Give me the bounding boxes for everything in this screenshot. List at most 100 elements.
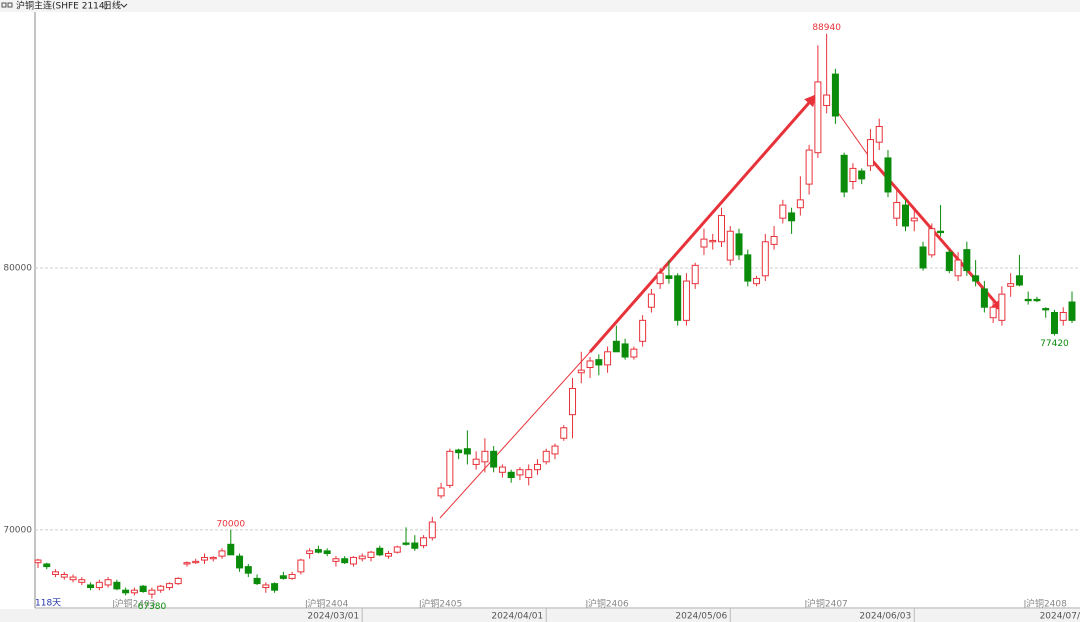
- candle-body: [621, 343, 629, 358]
- candle-body: [928, 228, 936, 256]
- candle-body: [1050, 311, 1058, 334]
- candle-body: [130, 589, 138, 594]
- icon: [7, 2, 13, 8]
- candle-body: [192, 560, 200, 564]
- contract-label: 沪铜2403: [115, 598, 156, 610]
- candle-body: [323, 550, 331, 555]
- candle-body: [805, 149, 813, 185]
- candle-body: [385, 553, 393, 557]
- candle-body: [910, 217, 918, 222]
- candle-body: [577, 369, 585, 374]
- candle-body: [69, 576, 77, 581]
- x-tick-label: 2024/04/01: [491, 612, 543, 622]
- candle-body: [288, 573, 296, 579]
- candle-body: [279, 575, 287, 579]
- candle-body: [227, 543, 235, 556]
- candle-body: [963, 249, 971, 272]
- candle-body: [507, 471, 515, 479]
- dropdown-icon[interactable]: [120, 3, 128, 8]
- candle-body: [139, 585, 147, 592]
- candle-body: [165, 583, 173, 589]
- candle-body: [770, 236, 778, 245]
- period[interactable]: 日线: [103, 0, 121, 12]
- header-bar: [0, 0, 1080, 12]
- candle-body: [271, 583, 279, 591]
- candle-body: [569, 387, 577, 416]
- candle-body: [157, 585, 165, 591]
- candle-body: [735, 233, 743, 256]
- x-tick-label: 2024/07/: [1040, 612, 1080, 622]
- candle-body: [726, 230, 734, 261]
- candle-body: [980, 288, 988, 308]
- candle-body: [60, 573, 68, 578]
- contract-label: 沪铜2405: [421, 598, 462, 610]
- candle-body: [831, 73, 839, 117]
- candle-body: [122, 589, 130, 594]
- candle-body: [236, 555, 244, 569]
- candle-body: [1068, 301, 1076, 321]
- trend-line: [439, 351, 591, 519]
- y-tick-label: 70000: [3, 525, 32, 535]
- candle-body: [972, 275, 980, 282]
- candle-body: [1024, 298, 1032, 302]
- extreme-label: 70000: [216, 519, 245, 529]
- candle-body: [1007, 283, 1015, 287]
- candle-body: [551, 445, 559, 455]
- candle-body: [455, 449, 463, 454]
- candle-body: [1059, 311, 1067, 321]
- symbol-title[interactable]: 沪铜主连(SHFE 2114): [16, 0, 108, 12]
- candle-body: [674, 275, 682, 321]
- candle-body: [95, 581, 103, 589]
- candle-body: [393, 546, 401, 553]
- candle-body: [875, 125, 883, 143]
- icon: [1, 2, 7, 8]
- candle-body: [358, 555, 366, 560]
- day-count: 118天: [35, 599, 61, 609]
- candle-body: [218, 550, 226, 557]
- candle-body: [1033, 298, 1041, 302]
- candle-body: [542, 450, 550, 463]
- candle-body: [78, 579, 86, 583]
- candle-body: [253, 577, 261, 585]
- candle-body: [428, 521, 436, 539]
- candle-body: [174, 577, 182, 585]
- candle-body: [691, 264, 699, 285]
- candle-body: [183, 562, 191, 565]
- candle-body: [647, 293, 655, 308]
- candle-body: [148, 589, 156, 595]
- candle-body: [866, 139, 874, 167]
- contract-label: 沪铜2407: [807, 598, 848, 610]
- candle-body: [43, 563, 51, 568]
- candle-body: [472, 458, 480, 465]
- candle-body: [902, 204, 910, 227]
- candle-body: [744, 254, 752, 282]
- trend-arrow: [588, 94, 817, 353]
- candle-body: [937, 230, 945, 234]
- candle-body: [306, 550, 314, 555]
- candle-body: [665, 275, 673, 279]
- x-tick-label: 2024/05/06: [675, 612, 727, 622]
- candle-body: [200, 556, 208, 561]
- candle-body: [341, 558, 349, 564]
- candle-body: [753, 277, 761, 285]
- candle-body: [709, 239, 717, 243]
- candle-body: [349, 556, 357, 565]
- candle-body: [945, 251, 953, 272]
- candle-body: [998, 293, 1006, 321]
- candle-body: [498, 466, 506, 473]
- candle-body: [788, 212, 796, 222]
- contract-label: 沪铜2406: [588, 598, 629, 610]
- candle-body: [823, 94, 831, 107]
- candle-body: [989, 306, 997, 319]
- candle-body: [595, 359, 603, 366]
- candle-body: [533, 463, 541, 471]
- contract-label: 沪铜2404: [307, 598, 348, 610]
- candle-body: [639, 319, 647, 342]
- candle-body: [779, 204, 787, 219]
- candle-body: [525, 469, 533, 479]
- x-tick-label: 2024/06/03: [859, 612, 911, 622]
- x-tick-label: 2024/03/01: [307, 612, 359, 622]
- candle-body: [402, 542, 410, 545]
- candle-body: [332, 558, 340, 562]
- candle-body: [814, 81, 822, 154]
